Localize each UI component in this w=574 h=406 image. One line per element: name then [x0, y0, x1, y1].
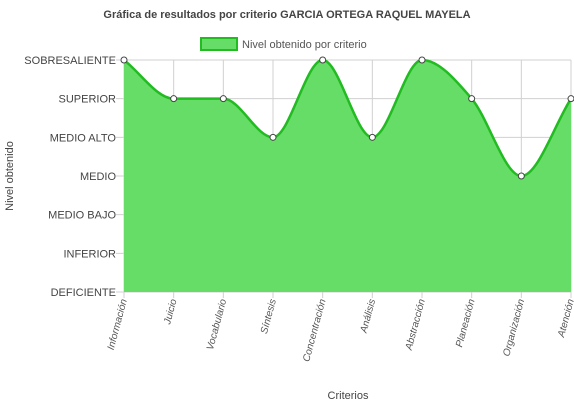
x-tick-label: Información	[106, 298, 130, 352]
x-axis-label: Criterios	[328, 390, 369, 402]
y-tick-label: DEFICIENTE	[51, 287, 116, 299]
data-point	[468, 95, 476, 103]
y-axis-ticks: DEFICIENTE INFERIOR MEDIO BAJO MEDIO MEDIO A…	[24, 55, 116, 299]
data-point	[219, 95, 227, 103]
y-tick-label: INFERIOR	[63, 248, 116, 260]
x-tick-label: Síntesis	[259, 298, 279, 335]
legend-swatch	[200, 37, 238, 51]
y-tick-label: SUPERIOR	[59, 94, 117, 106]
data-point	[517, 172, 525, 180]
x-tick-label: Atención	[556, 298, 574, 340]
data-point	[319, 56, 327, 64]
data-point	[418, 56, 426, 64]
chart-title: Gráfica de resultados por criterio GARCI…	[103, 9, 470, 21]
x-tick-label: Juicio	[162, 298, 180, 327]
x-axis-ticks: Información Juicio Vocabulario Síntesis Conc…	[106, 298, 574, 364]
x-tick-label: Análisis	[358, 298, 378, 335]
x-tick-label: Planeación	[454, 298, 478, 349]
x-tick-label: Abstracción	[403, 298, 428, 353]
y-tick-label: MEDIO BAJO	[48, 210, 116, 222]
data-point	[567, 95, 574, 103]
x-tick-label: Organización	[501, 298, 527, 358]
data-point	[120, 56, 128, 64]
y-tick-label: MEDIO	[80, 171, 117, 183]
legend-label: Nivel obtenido por criterio	[242, 39, 367, 51]
legend[interactable]: Nivel obtenido por criterio	[200, 37, 367, 51]
area-fill	[124, 60, 571, 292]
y-axis-label: Nivel obtenido	[4, 141, 16, 211]
plot-area	[123, 58, 573, 292]
series-line	[123, 58, 573, 178]
x-tick-label: Concentración	[301, 298, 328, 364]
x-tick-label: Vocabulario	[205, 298, 229, 352]
data-points	[120, 56, 574, 180]
data-point	[170, 95, 178, 103]
y-tick-label: SOBRESALIENTE	[24, 55, 116, 67]
y-tick-label: MEDIO ALTO	[50, 132, 117, 144]
data-point	[269, 133, 277, 141]
data-point	[368, 133, 376, 141]
